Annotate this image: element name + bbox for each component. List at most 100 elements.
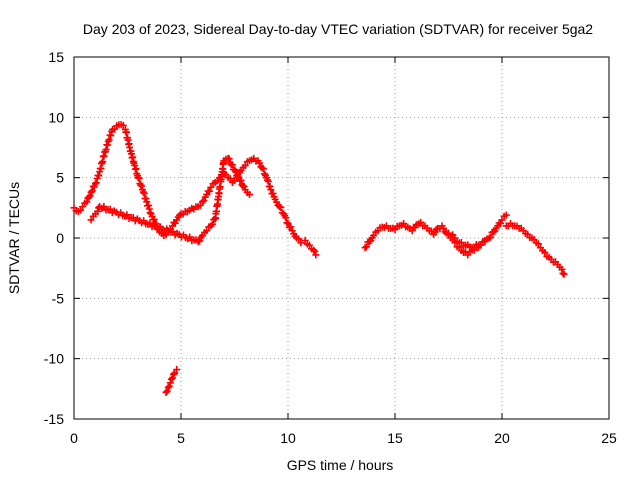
data-point <box>176 211 184 219</box>
data-point <box>487 233 495 241</box>
y-tick-labels: -15 -10 -5 0 5 10 15 <box>44 49 64 427</box>
data-point <box>164 384 172 392</box>
data-point <box>240 182 248 190</box>
data-point <box>311 247 319 255</box>
data-point <box>105 136 113 144</box>
data-point <box>163 387 171 395</box>
data-point <box>275 203 283 211</box>
data-point <box>489 228 497 236</box>
data-point <box>502 211 510 219</box>
x-tick-label: 10 <box>280 430 296 446</box>
data-point <box>534 240 542 248</box>
data-point <box>559 269 567 277</box>
x-tick-label: 0 <box>70 430 78 446</box>
data-point <box>361 244 369 252</box>
data-point <box>140 189 148 197</box>
data-point <box>497 220 505 228</box>
data-point <box>95 172 103 180</box>
data-point <box>558 265 566 273</box>
data-point <box>88 187 96 195</box>
data-point <box>263 176 271 184</box>
data-point <box>85 193 93 201</box>
x-tick-labels: 0 5 10 15 20 25 <box>70 430 617 446</box>
data-point <box>264 177 272 185</box>
data-point <box>260 170 268 178</box>
data-point <box>226 175 234 183</box>
data-point <box>134 174 142 182</box>
data-point <box>86 192 94 200</box>
data-point <box>196 237 204 245</box>
data-point <box>225 155 233 163</box>
x-tick-label: 5 <box>177 430 185 446</box>
data-point <box>259 165 267 173</box>
data-point <box>362 243 370 251</box>
data-point <box>273 198 281 206</box>
data-point <box>186 233 194 241</box>
y-tick-label: -10 <box>44 351 64 367</box>
data-point <box>231 166 238 174</box>
data-point <box>106 205 114 213</box>
data-point <box>92 179 100 187</box>
data-point <box>170 370 178 378</box>
data-point <box>237 176 245 184</box>
data-point <box>441 228 449 236</box>
data-point <box>245 191 253 199</box>
y-tick-label: -15 <box>44 411 64 427</box>
data-point <box>255 159 263 167</box>
x-axis-label: GPS time / hours <box>287 457 394 473</box>
data-point <box>139 188 147 196</box>
data-point <box>171 219 179 227</box>
axis-ticks <box>73 56 610 420</box>
data-point <box>295 235 303 243</box>
data-point <box>297 239 305 247</box>
data-point <box>94 207 102 215</box>
data-point <box>560 270 568 278</box>
data-point <box>119 121 127 129</box>
y-tick-label: -5 <box>52 290 65 306</box>
data-point <box>107 132 115 140</box>
data-point <box>232 167 240 175</box>
data-point <box>228 161 236 169</box>
chart-title: Day 203 of 2023, Sidereal Day-to-day VTE… <box>83 21 593 37</box>
data-point <box>203 227 211 235</box>
data-point <box>146 209 154 217</box>
data-point <box>266 182 274 190</box>
data-point <box>123 211 131 219</box>
data-point <box>301 236 309 244</box>
x-tick-label: 25 <box>601 430 617 446</box>
x-tick-label: 20 <box>494 430 510 446</box>
data-point <box>305 241 313 249</box>
data-point <box>498 216 506 224</box>
data-point <box>169 227 177 235</box>
y-tick-label: 0 <box>56 230 64 246</box>
data-point <box>168 374 176 382</box>
data-point <box>269 189 277 197</box>
data-point <box>150 216 158 224</box>
data-point <box>200 197 208 205</box>
data-point <box>287 223 295 231</box>
data-point <box>142 194 150 202</box>
y-tick-label: 5 <box>56 170 64 186</box>
data-point <box>267 186 275 194</box>
data-point <box>277 203 285 211</box>
data-point <box>283 219 291 227</box>
data-point <box>162 388 170 396</box>
data-point <box>171 369 179 377</box>
data-point <box>165 382 173 390</box>
data-point <box>234 171 242 179</box>
data-points <box>70 121 568 396</box>
data-point <box>135 174 143 182</box>
data-point <box>146 219 154 227</box>
data-point <box>138 182 146 190</box>
data-point <box>206 187 214 195</box>
y-tick-label: 15 <box>48 49 64 65</box>
data-point <box>143 198 151 206</box>
data-point <box>365 238 373 246</box>
data-point <box>451 234 459 242</box>
data-point <box>312 251 320 259</box>
data-point <box>310 246 318 254</box>
data-point <box>196 201 204 209</box>
data-point <box>90 183 98 191</box>
